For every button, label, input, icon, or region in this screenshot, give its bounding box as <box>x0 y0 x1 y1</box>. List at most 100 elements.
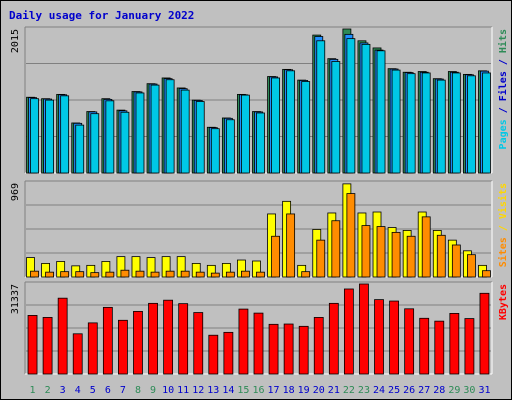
kbytes-bar-kbytes-day-1 <box>27 315 38 375</box>
hits-bar-pages-day-4 <box>75 124 85 174</box>
x-tick-label: 23 <box>358 385 370 396</box>
hits-bar-pages-day-10 <box>165 79 175 174</box>
hits-panel: 2015 Pages / Files / Hits <box>10 26 509 174</box>
visits-legend-label: Sites / Visits <box>497 183 509 267</box>
hits-bar-pages-day-27 <box>421 72 431 174</box>
visits-bar-sites-day-27 <box>421 216 431 278</box>
visits-bar-sites-day-5 <box>90 272 100 278</box>
x-tick-label: 2 <box>45 385 51 396</box>
visits-bar-sites-day-11 <box>180 270 190 278</box>
kbytes-bar-kbytes-day-16 <box>253 312 264 375</box>
kbytes-bar-kbytes-day-2 <box>42 317 53 375</box>
hits-bar-pages-day-5 <box>90 113 100 174</box>
x-tick-label: 5 <box>90 385 96 396</box>
hits-legend-label: Pages / Files / Hits <box>497 29 509 149</box>
x-tick-label: 16 <box>252 385 264 396</box>
legend-part: / <box>498 101 509 119</box>
kbytes-bar-kbytes-day-12 <box>193 312 204 375</box>
x-tick-label: 18 <box>283 385 295 396</box>
kbytes-bar-kbytes-day-11 <box>178 303 189 375</box>
kbytes-bar-kbytes-day-5 <box>87 322 98 375</box>
hits-bar-pages-day-12 <box>195 101 205 174</box>
kbytes-bar-kbytes-day-14 <box>223 331 234 375</box>
hits-bar-pages-day-18 <box>286 70 296 174</box>
hits-bar-pages-day-20 <box>316 40 326 174</box>
x-tick-label: 7 <box>120 385 126 396</box>
legend-part: / <box>498 219 509 237</box>
hits-bar-pages-day-7 <box>120 111 130 174</box>
hits-bar-pages-day-22 <box>346 38 356 174</box>
x-tick-label: 15 <box>237 385 249 396</box>
visits-bar-sites-day-16 <box>256 271 265 278</box>
x-tick-label: 26 <box>403 385 415 396</box>
visits-bar-sites-day-4 <box>75 271 85 278</box>
x-tick-label: 4 <box>75 385 81 396</box>
x-tick-label: 8 <box>135 385 141 396</box>
visits-bar-sites-day-13 <box>210 272 220 278</box>
hits-bar-pages-day-24 <box>376 50 386 174</box>
visits-bar-sites-day-10 <box>165 270 175 278</box>
legend-part: Files <box>497 71 509 101</box>
visits-bar-sites-day-21 <box>331 220 341 278</box>
kbytes-panel: 31337 KBytes <box>10 281 509 375</box>
x-tick-label: 10 <box>162 385 174 396</box>
kbytes-bars <box>27 283 490 375</box>
kbytes-bar-kbytes-day-22 <box>343 288 354 375</box>
hits-bar-pages-day-9 <box>150 84 160 174</box>
visits-panel: 969 Sites / Visits <box>10 180 509 278</box>
kbytes-bar-kbytes-day-29 <box>449 313 460 375</box>
visits-bar-sites-day-23 <box>361 225 371 278</box>
visits-bar-sites-day-17 <box>271 235 280 278</box>
x-tick-label: 19 <box>298 385 310 396</box>
hits-bar-pages-day-21 <box>331 61 341 174</box>
visits-bar-sites-day-1 <box>30 270 39 278</box>
x-tick-label: 14 <box>222 385 234 396</box>
hits-bar-pages-day-30 <box>467 75 476 174</box>
kbytes-bar-kbytes-day-15 <box>238 308 249 375</box>
kbytes-bar-kbytes-day-4 <box>72 333 83 375</box>
kbytes-bar-kbytes-day-7 <box>118 319 128 375</box>
legend-part: Hits <box>497 29 509 53</box>
kbytes-bar-kbytes-day-25 <box>389 300 399 375</box>
visits-bar-sites-day-19 <box>301 271 311 278</box>
visits-bar-sites-day-7 <box>120 269 130 278</box>
kbytes-bar-kbytes-day-6 <box>102 306 113 375</box>
x-tick-label: 3 <box>60 385 66 396</box>
hits-bar-pages-day-25 <box>391 69 401 174</box>
hits-bar-pages-day-26 <box>406 73 416 174</box>
visits-bar-sites-day-24 <box>376 226 386 278</box>
x-tick-label: 25 <box>388 385 400 396</box>
visits-bar-sites-day-30 <box>467 254 476 278</box>
x-tick-label: 12 <box>192 385 204 396</box>
kbytes-bar-kbytes-day-10 <box>163 299 174 375</box>
kbytes-bar-kbytes-day-17 <box>268 323 279 375</box>
visits-bar-sites-day-20 <box>316 239 326 278</box>
x-tick-label: 13 <box>207 385 219 396</box>
hits-bar-pages-day-19 <box>301 81 311 174</box>
hits-bar-pages-day-13 <box>210 128 220 174</box>
x-axis-labels: 1 2 3 4 5 6 7 8 9 10 11 12 13 14 15 16 17 18 19 20 21 22 23 24 2… <box>30 385 491 396</box>
x-tick-label: 1 <box>30 385 36 396</box>
x-tick-label: 28 <box>433 385 445 396</box>
visits-bar-sites-day-22 <box>346 193 356 278</box>
hits-ymax-label: 2015 <box>10 29 21 53</box>
x-tick-label: 31 <box>478 385 490 396</box>
chart-panels: 2015 Pages / Files / Hits 969 Sites / Visit… <box>10 26 509 375</box>
kbytes-bar-kbytes-day-26 <box>404 308 415 375</box>
visits-bar-sites-day-2 <box>45 271 54 278</box>
kbytes-bar-kbytes-day-31 <box>479 292 490 375</box>
visits-bar-sites-day-12 <box>195 271 205 278</box>
kbytes-bar-kbytes-day-24 <box>374 299 384 375</box>
x-tick-label: 11 <box>177 385 189 396</box>
hits-bar-pages-day-29 <box>451 72 461 174</box>
x-tick-label: 29 <box>448 385 460 396</box>
legend-part: Pages <box>498 119 509 149</box>
visits-bar-sites-day-26 <box>406 235 416 278</box>
hits-bar-pages-day-11 <box>180 89 190 174</box>
x-tick-label: 21 <box>328 385 340 396</box>
visits-bar-sites-day-15 <box>241 270 250 278</box>
visits-bar-sites-day-14 <box>225 271 235 278</box>
hits-bar-pages-day-1 <box>30 98 39 174</box>
kbytes-bar-kbytes-day-30 <box>464 318 475 375</box>
visits-bar-sites-day-8 <box>135 270 145 278</box>
